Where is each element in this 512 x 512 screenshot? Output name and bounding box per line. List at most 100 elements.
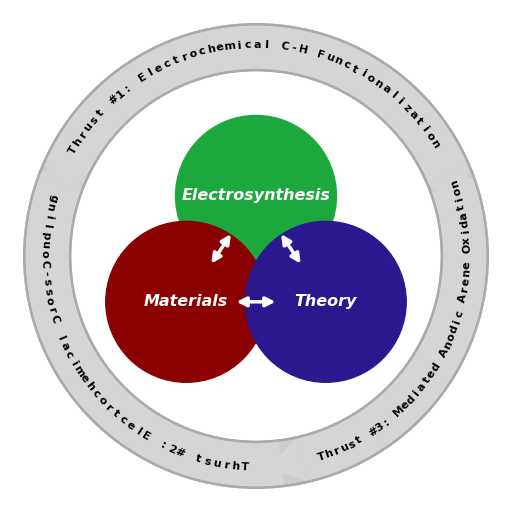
Text: t: t [111, 409, 121, 419]
Text: t: t [456, 204, 467, 211]
Circle shape [245, 221, 406, 382]
Text: n: n [441, 339, 454, 351]
Text: e: e [78, 373, 90, 385]
Text: u: u [324, 52, 335, 64]
Text: i: i [454, 196, 465, 203]
Text: c: c [63, 349, 75, 360]
Text: r: r [332, 445, 342, 457]
Text: h: h [72, 136, 84, 148]
Text: :: : [382, 417, 392, 428]
Text: e: e [460, 277, 471, 286]
Text: -: - [40, 270, 51, 275]
Text: c: c [198, 46, 206, 57]
Text: A: A [457, 292, 469, 303]
Text: s: s [42, 288, 53, 296]
Text: 1: 1 [114, 88, 126, 100]
Text: Materials: Materials [144, 294, 228, 309]
Text: O: O [462, 244, 473, 253]
Text: a: a [380, 83, 392, 96]
Text: n: n [449, 178, 461, 189]
Text: s: s [347, 438, 357, 450]
Text: n: n [461, 269, 472, 278]
Text: n: n [45, 202, 56, 212]
Text: a: a [407, 109, 419, 121]
Text: E: E [137, 71, 148, 84]
Text: Theory: Theory [294, 294, 357, 309]
Text: #: # [367, 425, 380, 439]
Text: i: i [359, 69, 367, 79]
Text: d: d [404, 393, 417, 406]
Text: l: l [56, 334, 66, 341]
Text: E: E [140, 430, 152, 443]
Text: e: e [399, 399, 412, 412]
Text: 2: 2 [166, 443, 177, 456]
Text: t: t [350, 63, 359, 75]
Text: a: a [416, 381, 428, 393]
Circle shape [70, 70, 442, 442]
Circle shape [176, 115, 336, 276]
Polygon shape [42, 25, 470, 183]
Polygon shape [298, 177, 488, 482]
Text: m: m [71, 364, 86, 378]
Polygon shape [24, 177, 284, 487]
Text: u: u [212, 458, 222, 470]
Text: i: i [43, 214, 54, 219]
Text: o: o [39, 250, 50, 258]
Text: c: c [454, 309, 465, 318]
Text: n: n [429, 138, 441, 150]
Text: C: C [280, 41, 289, 52]
Text: c: c [342, 59, 352, 71]
Text: u: u [339, 442, 350, 454]
Text: c: c [244, 40, 251, 50]
Text: e: e [216, 42, 225, 53]
Circle shape [106, 221, 267, 382]
Polygon shape [38, 150, 81, 193]
Text: o: o [365, 72, 377, 85]
Text: h: h [231, 461, 240, 472]
Text: o: o [452, 186, 463, 197]
Text: #: # [106, 93, 120, 107]
Text: m: m [223, 40, 236, 52]
Text: C: C [49, 314, 60, 325]
Text: T: T [316, 451, 327, 463]
Text: d: d [448, 324, 460, 335]
Text: l: l [389, 90, 398, 100]
Text: u: u [82, 121, 95, 134]
Text: t: t [95, 108, 106, 118]
Text: e: e [425, 368, 438, 379]
Text: i: i [69, 358, 79, 367]
Text: i: i [236, 40, 241, 51]
Text: a: a [458, 211, 469, 220]
Text: 3: 3 [374, 421, 386, 433]
Text: i: i [420, 124, 430, 133]
Text: r: r [180, 52, 188, 63]
Text: r: r [459, 286, 470, 293]
Text: l: l [41, 223, 52, 228]
Text: -: - [291, 42, 297, 53]
Text: i: i [461, 229, 471, 234]
Text: x: x [461, 236, 472, 244]
Text: h: h [324, 448, 334, 460]
Text: C: C [39, 259, 50, 268]
Text: t: t [354, 435, 364, 446]
Text: p: p [40, 230, 51, 240]
Text: o: o [424, 130, 436, 142]
Text: :: : [159, 440, 167, 451]
Text: d: d [430, 361, 442, 373]
Text: #: # [174, 447, 186, 460]
Text: e: e [124, 420, 136, 432]
Text: :: : [123, 83, 133, 94]
Text: H: H [297, 44, 308, 56]
Text: l: l [134, 426, 142, 437]
Text: a: a [59, 340, 71, 352]
Text: h: h [206, 44, 216, 55]
Text: s: s [203, 456, 212, 467]
Text: o: o [44, 296, 55, 306]
Text: a: a [253, 39, 261, 50]
Text: t: t [414, 116, 424, 126]
Text: o: o [445, 332, 457, 343]
Polygon shape [267, 437, 308, 482]
Text: o: o [188, 48, 198, 60]
Text: c: c [162, 58, 173, 70]
Text: e: e [153, 62, 164, 74]
